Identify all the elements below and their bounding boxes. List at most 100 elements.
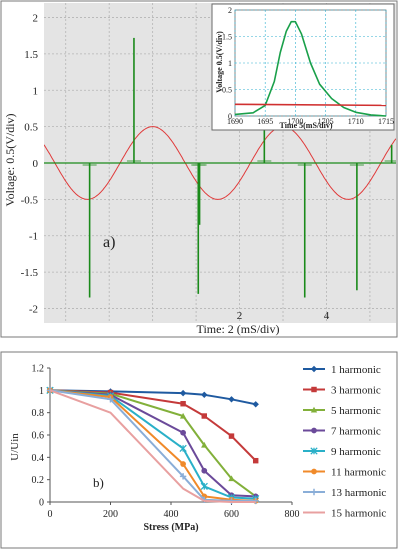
data-point-plus	[310, 488, 318, 496]
data-point-square	[201, 413, 207, 419]
inset-y-tick-label: 1	[228, 59, 232, 68]
panel-b-frame	[0, 351, 398, 549]
legend-label: 3 harmonic	[331, 385, 381, 397]
harmonic-y-ticks: 1.2 1 0.8 0.6 0.4 0.2 0	[32, 364, 45, 509]
scope-y-tick-label: 0	[33, 158, 39, 170]
legend-item: 13 harmonic	[303, 487, 386, 499]
harmonic-y-tick-label: 1.2	[32, 364, 45, 375]
legend-label: 15 harmonic	[331, 508, 386, 520]
legend-item: 15 harmonic	[303, 508, 386, 520]
data-point-diamond	[201, 391, 208, 398]
harmonic-x-tick-label: 600	[224, 509, 239, 520]
data-point-diamond	[228, 396, 235, 403]
data-point-circle	[201, 467, 208, 474]
scope-y-tick-label: -2	[29, 303, 38, 315]
inset-series	[234, 20, 387, 117]
data-point-circle	[311, 427, 317, 434]
panel-a-label: a)	[103, 234, 115, 251]
legend-item: 3 harmonic	[303, 385, 381, 397]
data-point-triangle	[179, 412, 187, 419]
scope-y-tick-label: 2	[33, 13, 39, 25]
harmonic-x-ticks: 0 200 400 600 800	[48, 509, 300, 520]
legend-label: 7 harmonic	[331, 426, 381, 438]
legend-label: 5 harmonic	[331, 405, 381, 417]
inset-pulse-trace	[234, 20, 387, 117]
legend-item: 11 harmonic	[303, 467, 386, 479]
scope-series	[44, 37, 396, 298]
scope-x-tick-label: 4	[324, 310, 330, 322]
data-point-square	[228, 433, 235, 439]
inset-x-tick-label: 1715	[378, 117, 394, 126]
inset-x-ticks: 1690 1695 1700 1705 1710 1715	[227, 117, 394, 126]
scope-x-axis-label: Time: 2 (mS/div)	[197, 322, 280, 336]
harmonic-legend: 1 harmonic 3 harmonic 5 harmonic 7 harmonic…	[303, 364, 386, 520]
harmonic-y-tick-label: 0.4	[32, 453, 45, 464]
panel-b-label: b)	[93, 475, 104, 490]
inset-x-tick-label: 1710	[348, 117, 364, 126]
data-point-plus	[179, 473, 187, 480]
legend-item: 7 harmonic	[303, 426, 381, 438]
harmonic-y-tick-label: 0.6	[32, 431, 45, 442]
legend-item: 9 harmonic	[303, 446, 381, 458]
series-line	[49, 389, 256, 503]
harmonic-y-tick-label: 1	[39, 386, 44, 397]
data-point-star	[179, 444, 187, 453]
harmonic-x-tick-label: 0	[48, 509, 53, 520]
inset-x-tick-label: 1705	[318, 117, 334, 126]
series-15-harmonic	[49, 389, 256, 503]
scope-sine-trace	[44, 126, 396, 200]
legend-label: 11 harmonic	[331, 467, 386, 479]
scope-y-ticks: 2 1.5 1 0.5 0 -0.5 -1 -1.5 -2	[21, 13, 39, 316]
harmonic-x-tick-label: 400	[164, 509, 179, 520]
data-point-diamond	[179, 389, 187, 397]
inset-y-tick-label: 0	[228, 112, 232, 121]
data-point-diamond	[252, 401, 259, 408]
scope-y-tick-label: -1	[29, 231, 38, 243]
inset-y-tick-label: 0.5	[222, 86, 232, 95]
data-point-square	[311, 386, 317, 393]
scope-x-tick-label: 2	[237, 310, 243, 322]
inset-y-tick-label: 2	[228, 6, 232, 15]
data-point-plus	[252, 497, 259, 505]
inset-y-axis-label: Voltage 0.5(V/div)	[215, 31, 224, 93]
harmonic-series	[46, 386, 260, 505]
inset-baseline-trace	[234, 103, 387, 107]
inset-y-ticks: 2 1.5 1 0.5 0	[222, 6, 232, 121]
inset-x-tick-label: 1690	[227, 117, 243, 126]
legend-label: 1 harmonic	[331, 364, 381, 376]
harmonic-y-tick-label: 0.8	[32, 408, 45, 419]
harmonic-y-axis-label: U/Uin	[9, 433, 21, 461]
data-point-square	[180, 401, 186, 407]
legend-label: 13 harmonic	[331, 487, 386, 499]
harmonic-x-axis-label: Stress (MPa)	[143, 522, 198, 533]
inset-x-tick-label: 1700	[287, 117, 303, 126]
data-point-circle	[180, 461, 186, 467]
data-point-triangle	[228, 475, 235, 482]
data-point-star	[200, 482, 208, 491]
harmonic-x-tick-label: 800	[285, 509, 300, 520]
data-point-square	[252, 457, 259, 464]
inset-x-tick-label: 1695	[257, 117, 273, 126]
inset-y-tick-label: 1.5	[222, 33, 232, 42]
data-point-triangle	[201, 441, 208, 448]
harmonic-y-tick-label: 0.2	[32, 475, 45, 486]
data-point-circle	[180, 429, 186, 436]
scope-y-tick-label: -1.5	[21, 267, 39, 279]
scope-y-tick-label: 0.5	[24, 122, 38, 134]
data-point-circle	[311, 468, 317, 475]
data-point-diamond	[310, 365, 318, 373]
scope-y-tick-label: 1	[33, 85, 39, 97]
scope-y-axis-label: Voltage: 0.5(V/div)	[3, 113, 17, 206]
legend-item: 5 harmonic	[303, 405, 381, 417]
inset-x-axis-label: Time 5(mS/div)	[280, 121, 333, 130]
series-line	[49, 389, 256, 502]
legend-label: 9 harmonic	[331, 446, 381, 458]
data-point-plus	[228, 497, 235, 505]
scope-y-tick-label: 1.5	[24, 49, 38, 61]
data-point-star	[310, 447, 318, 455]
harmonic-y-tick-label: 0	[39, 498, 44, 509]
harmonic-x-tick-label: 200	[103, 509, 118, 520]
